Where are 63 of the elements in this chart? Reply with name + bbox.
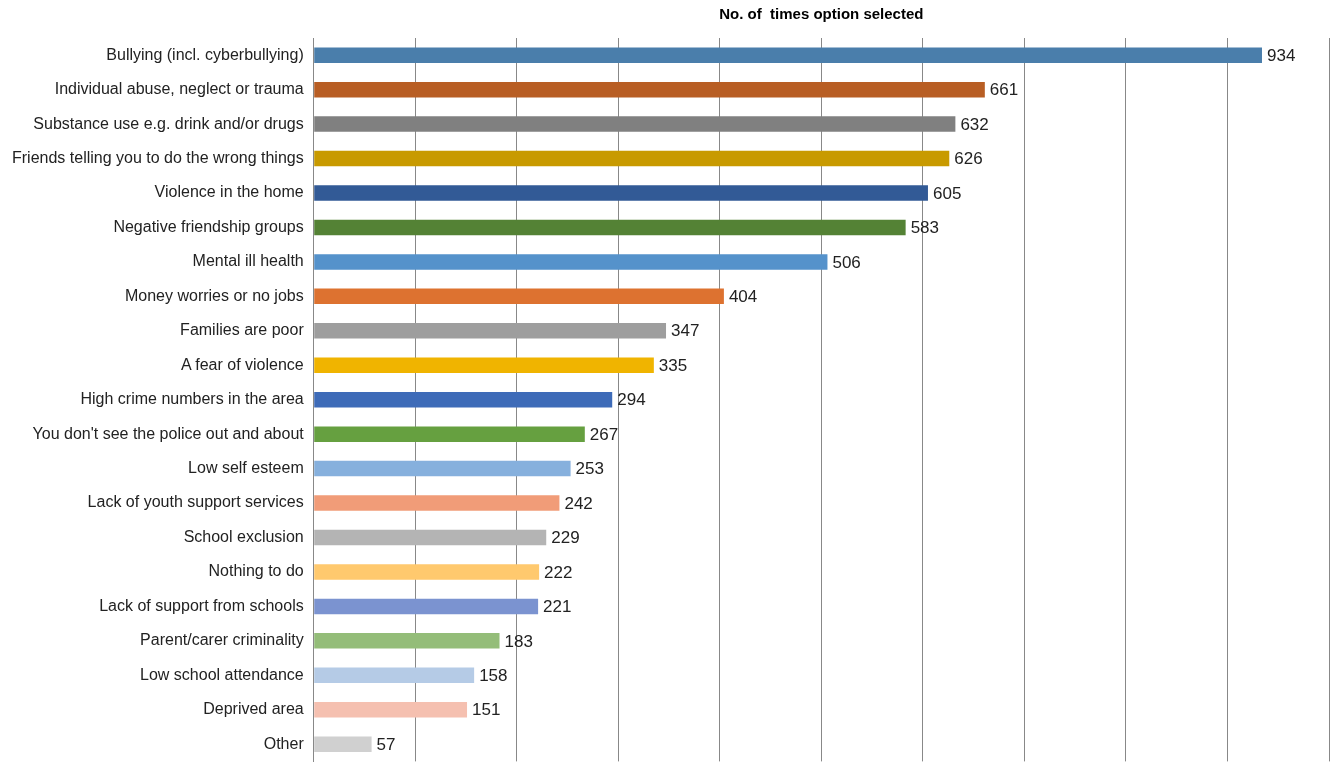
data-label: 158 (479, 665, 508, 685)
bar (314, 288, 724, 305)
bar (314, 219, 906, 236)
data-label: 151 (472, 700, 501, 720)
data-label: 267 (589, 424, 619, 444)
bar (314, 357, 654, 373)
bar (314, 426, 585, 442)
y-tick-label: Lack of youth support services (87, 493, 304, 511)
bar (314, 633, 500, 649)
y-tick-label: Families are poor (180, 321, 305, 339)
data-label: 294 (617, 390, 646, 410)
y-tick-label: Bullying (incl. cyberbullying) (106, 45, 304, 63)
data-label: 506 (832, 252, 861, 272)
bar (314, 150, 950, 167)
bar (314, 81, 985, 98)
data-label: 242 (564, 493, 593, 513)
y-tick-label: Deprived area (203, 700, 304, 718)
y-tick-label: Low self esteem (188, 459, 304, 476)
bar (314, 564, 540, 580)
bar (314, 667, 475, 684)
bar (314, 736, 372, 752)
bar (314, 598, 539, 615)
data-label: 253 (575, 459, 604, 479)
bar (314, 47, 1262, 63)
y-tick-label: Substance use e.g. drink and/or drugs (33, 114, 304, 132)
data-label: 605 (932, 183, 962, 203)
y-tick-label: Money worries or no jobs (124, 286, 304, 304)
bar (314, 185, 928, 201)
bar (314, 495, 560, 511)
y-tick-label: Friends telling you to do the wrong things (11, 148, 304, 166)
data-label: 57 (376, 734, 396, 754)
data-label: 934 (1266, 45, 1296, 65)
chart-title: No. of times option selected (719, 5, 924, 23)
y-tick-label: Parent/carer criminality (140, 631, 304, 649)
bar (314, 323, 667, 339)
y-tick-label: You don't see the police out and about (32, 424, 305, 442)
y-tick-label: Negative friendship groups (113, 217, 304, 235)
data-label: 183 (504, 631, 533, 651)
data-label: 661 (989, 80, 1019, 100)
data-label: 632 (960, 114, 989, 134)
y-tick-label: Other (263, 734, 305, 752)
bar (314, 391, 613, 408)
data-label: 347 (671, 321, 700, 341)
y-tick-label: Low school attendance (140, 665, 304, 683)
data-label: 626 (954, 149, 983, 169)
y-tick-label: A fear of violence (180, 355, 304, 373)
data-label: 583 (910, 218, 940, 238)
data-label: 404 (728, 287, 758, 307)
bar (314, 254, 828, 270)
y-tick-label: Nothing to do (208, 562, 304, 580)
data-label: 222 (544, 562, 573, 582)
data-label: 229 (551, 528, 580, 548)
bar (314, 529, 547, 546)
y-tick-label: High crime numbers in the area (80, 390, 304, 408)
data-label: 335 (658, 355, 688, 375)
y-tick-label: Mental ill health (192, 252, 304, 270)
y-tick-label: School exclusion (183, 527, 304, 545)
bar (314, 701, 468, 718)
y-tick-label: Individual abuse, neglect or trauma (54, 80, 304, 98)
y-tick-label: Lack of support from schools (99, 596, 304, 614)
data-label: 221 (543, 597, 572, 617)
y-tick-label: Violence in the home (154, 183, 304, 201)
bar (314, 460, 571, 477)
